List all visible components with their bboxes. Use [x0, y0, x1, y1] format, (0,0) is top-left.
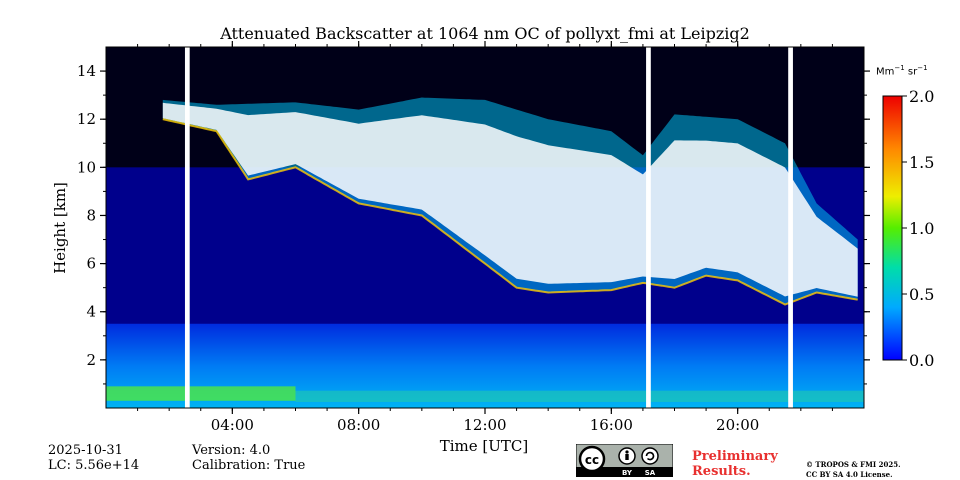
cc-by: BY: [622, 469, 633, 477]
cloud-base-edge: [162, 118, 858, 306]
y-tick-label: 2: [86, 351, 96, 369]
cc-sa: SA: [645, 469, 656, 477]
cc-license-badge: cc BY SA: [576, 444, 673, 477]
cloud-core: [162, 102, 858, 297]
colorbar-tick-label: 1.0: [909, 219, 934, 238]
footer-version: Version: 4.0: [192, 443, 271, 458]
boundary-layer-tail: [295, 390, 864, 402]
y-tick-label: 6: [86, 255, 96, 273]
y-tick-label: 14: [77, 62, 96, 80]
chart-title: Attenuated Backscatter at 1064 nm OC of …: [220, 24, 750, 43]
x-tick-label: 04:00: [211, 416, 254, 434]
copyright: © TROPOS & FMI 2025. CC BY SA 4.0 Licens…: [806, 460, 901, 479]
x-axis-label: Time [UTC]: [439, 437, 529, 455]
y-tick-label: 10: [77, 158, 96, 176]
cc-text: cc: [585, 453, 599, 467]
footer-left: 2025-10-31 LC: 5.56e+14: [48, 443, 139, 473]
data-gap-1: [184, 47, 190, 408]
x-tick-label: 12:00: [463, 416, 506, 434]
colorbar-tick-label: 0.0: [909, 351, 934, 370]
footer-date: 2025-10-31: [48, 443, 123, 458]
colorbar-tick-label: 2.0: [909, 87, 934, 106]
colorbar-gradient: [882, 95, 903, 361]
y-tick-label: 12: [77, 110, 96, 128]
y-tick-label: 8: [86, 206, 96, 224]
data-gap-2: [646, 47, 651, 408]
x-tick-label: 16:00: [590, 416, 633, 434]
y-tick-label: 4: [86, 303, 96, 321]
x-tick-label: 08:00: [337, 416, 380, 434]
footer-lc: LC: 5.56e+14: [48, 458, 140, 473]
data-gap-3: [788, 47, 793, 408]
footer-meta: Version: 4.0 Calibration: True: [192, 443, 305, 473]
x-tick-label: 20:00: [716, 416, 759, 434]
y-axis-label: Height [km]: [51, 182, 69, 274]
colorbar-units: Mm−1 sr−1: [876, 64, 928, 78]
colorbar-tick-label: 1.5: [909, 153, 934, 172]
colorbar-tick-label: 0.5: [909, 285, 934, 304]
boundary-layer: [106, 386, 296, 401]
preliminary-results: Preliminary Results.: [692, 449, 778, 479]
footer-calibration: Calibration: True: [192, 458, 306, 473]
